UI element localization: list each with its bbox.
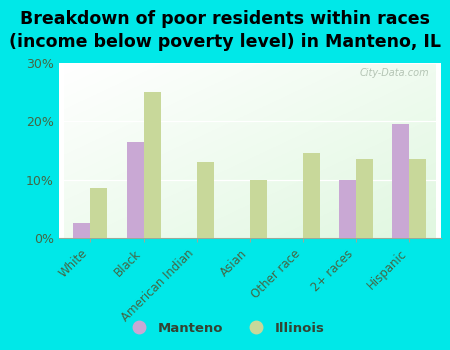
Bar: [339, 180, 356, 238]
Bar: [73, 223, 90, 238]
Bar: [392, 124, 409, 238]
Bar: [90, 188, 108, 238]
Bar: [197, 162, 214, 238]
Bar: [356, 159, 373, 238]
Text: Breakdown of poor residents within races
(income below poverty level) in Manteno: Breakdown of poor residents within races…: [9, 10, 441, 51]
Bar: [409, 159, 426, 238]
Bar: [250, 180, 267, 238]
Legend: Manteno, Illinois: Manteno, Illinois: [121, 316, 329, 340]
Bar: [303, 153, 320, 238]
Bar: [144, 92, 161, 238]
Text: City-Data.com: City-Data.com: [360, 68, 429, 78]
Bar: [126, 142, 144, 238]
